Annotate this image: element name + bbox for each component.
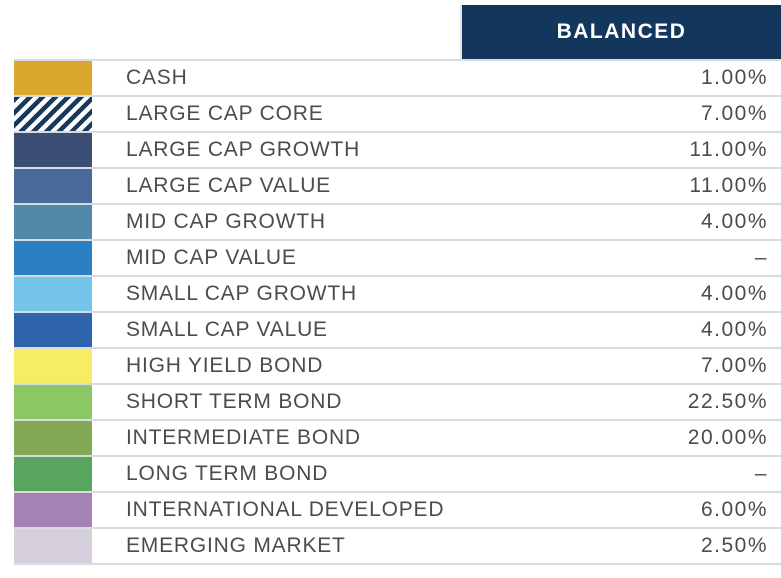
table-row: MID CAP GROWTH 4.00%: [14, 205, 781, 241]
asset-class-label: MID CAP VALUE: [126, 246, 297, 269]
allocation-value: 4.00%: [700, 318, 768, 341]
mid-cap-value-swatch: [14, 241, 92, 275]
emerging-market-swatch: [14, 529, 92, 563]
allocation-value: 4.00%: [700, 210, 768, 233]
allocation-value: 1.00%: [700, 66, 768, 89]
asset-class-label: EMERGING MARKET: [126, 534, 346, 557]
allocation-value: 6.00%: [700, 498, 768, 521]
asset-class-label: INTERNATIONAL DEVELOPED: [126, 498, 445, 521]
asset-class-label: HIGH YIELD BOND: [126, 354, 324, 377]
cash-swatch: [14, 61, 92, 95]
table-row: SMALL CAP VALUE 4.00%: [14, 313, 781, 349]
table-body: CASH 1.00% LARGE CAP CORE 7.00% LARGE CAP GR…: [14, 59, 781, 565]
mid-cap-growth-swatch: [14, 205, 92, 239]
allocation-value: –: [754, 246, 768, 269]
allocation-value: 4.00%: [700, 282, 768, 305]
large-cap-growth-swatch: [14, 133, 92, 167]
asset-class-label: SMALL CAP GROWTH: [126, 282, 358, 305]
international-developed-swatch: [14, 493, 92, 527]
table-row: INTERMEDIATE BOND 20.00%: [14, 421, 781, 457]
allocation-value: 11.00%: [689, 138, 768, 161]
asset-class-label: MID CAP GROWTH: [126, 210, 326, 233]
allocation-value: 20.00%: [687, 426, 768, 449]
asset-class-label: SMALL CAP VALUE: [126, 318, 328, 341]
column-header-label: BALANCED: [556, 20, 687, 43]
asset-class-label: LARGE CAP VALUE: [126, 174, 331, 197]
table-row: EMERGING MARKET 2.50%: [14, 529, 781, 565]
intermediate-bond-swatch: [14, 421, 92, 455]
allocation-value: –: [754, 462, 768, 485]
asset-class-label: SHORT TERM BOND: [126, 390, 343, 413]
table-row: INTERNATIONAL DEVELOPED 6.00%: [14, 493, 781, 529]
large-cap-value-swatch: [14, 169, 92, 203]
table-row: LARGE CAP CORE 7.00%: [14, 97, 781, 133]
long-term-bond-swatch: [14, 457, 92, 491]
allocation-value: 7.00%: [700, 354, 768, 377]
small-cap-value-swatch: [14, 313, 92, 347]
table-row: LARGE CAP VALUE 11.00%: [14, 169, 781, 205]
table-row: HIGH YIELD BOND 7.00%: [14, 349, 781, 385]
allocation-value: 11.00%: [689, 174, 768, 197]
table-row: SMALL CAP GROWTH 4.00%: [14, 277, 781, 313]
asset-class-label: INTERMEDIATE BOND: [126, 426, 361, 449]
large-cap-core-swatch: [14, 97, 92, 131]
high-yield-bond-swatch: [14, 349, 92, 383]
allocation-value: 7.00%: [700, 102, 768, 125]
asset-class-label: LARGE CAP GROWTH: [126, 138, 361, 161]
table-row: LONG TERM BOND –: [14, 457, 781, 493]
table-row: CASH 1.00%: [14, 61, 781, 97]
asset-class-label: CASH: [126, 66, 188, 89]
table-row: SHORT TERM BOND 22.50%: [14, 385, 781, 421]
allocation-value: 22.50%: [687, 390, 768, 413]
short-term-bond-swatch: [14, 385, 92, 419]
table-row: MID CAP VALUE –: [14, 241, 781, 277]
table-row: LARGE CAP GROWTH 11.00%: [14, 133, 781, 169]
column-header-balanced: BALANCED: [462, 5, 781, 59]
allocation-value: 2.50%: [700, 534, 768, 557]
asset-class-label: LARGE CAP CORE: [126, 102, 324, 125]
asset-class-label: LONG TERM BOND: [126, 462, 329, 485]
small-cap-growth-swatch: [14, 277, 92, 311]
